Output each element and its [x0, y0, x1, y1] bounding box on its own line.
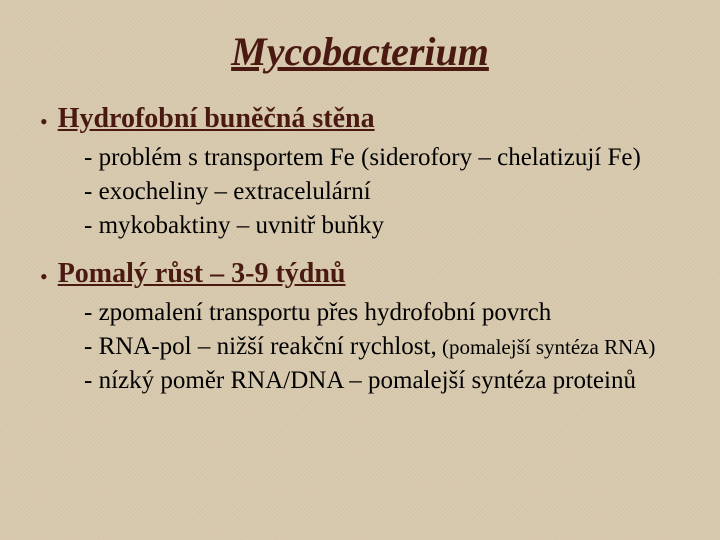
bullet-row: • Pomalý růst – 3-9 týdnů [40, 258, 680, 290]
bullet-heading: Pomalý růst – 3-9 týdnů [58, 258, 346, 290]
bullet-heading: Hydrofobní buněčná stěna [58, 103, 375, 135]
sub-line: - problém s transportem Fe (siderofory –… [84, 141, 680, 175]
slide: Mycobacterium • Hydrofobní buněčná stěna… [0, 0, 720, 540]
sub-list-1: - problém s transportem Fe (siderofory –… [84, 141, 680, 242]
bullet-item-2: • Pomalý růst – 3-9 týdnů - zpomalení tr… [40, 258, 680, 397]
sub-line: - exocheliny – extracelulární [84, 175, 680, 209]
sub-line: - mykobaktiny – uvnitř buňky [84, 209, 680, 243]
bullet-dot-icon: • [40, 111, 48, 133]
sub-line-main: - RNA-pol – nižší reakční rychlost, [84, 333, 437, 360]
bullet-dot-icon: • [40, 266, 48, 288]
bullet-row: • Hydrofobní buněčná stěna [40, 103, 680, 135]
sub-line: - zpomalení transportu přes hydrofobní p… [84, 296, 680, 330]
sub-line: - RNA-pol – nižší reakční rychlost, (pom… [84, 330, 680, 364]
sub-line-note: (pomalejší syntéza RNA) [437, 335, 656, 359]
bullet-item-1: • Hydrofobní buněčná stěna - problém s t… [40, 103, 680, 242]
sub-line: - nízký poměr RNA/DNA – pomalejší syntéz… [84, 364, 680, 398]
slide-title: Mycobacterium [40, 28, 680, 75]
sub-list-2: - zpomalení transportu přes hydrofobní p… [84, 296, 680, 397]
bullet-list: • Hydrofobní buněčná stěna - problém s t… [40, 103, 680, 398]
